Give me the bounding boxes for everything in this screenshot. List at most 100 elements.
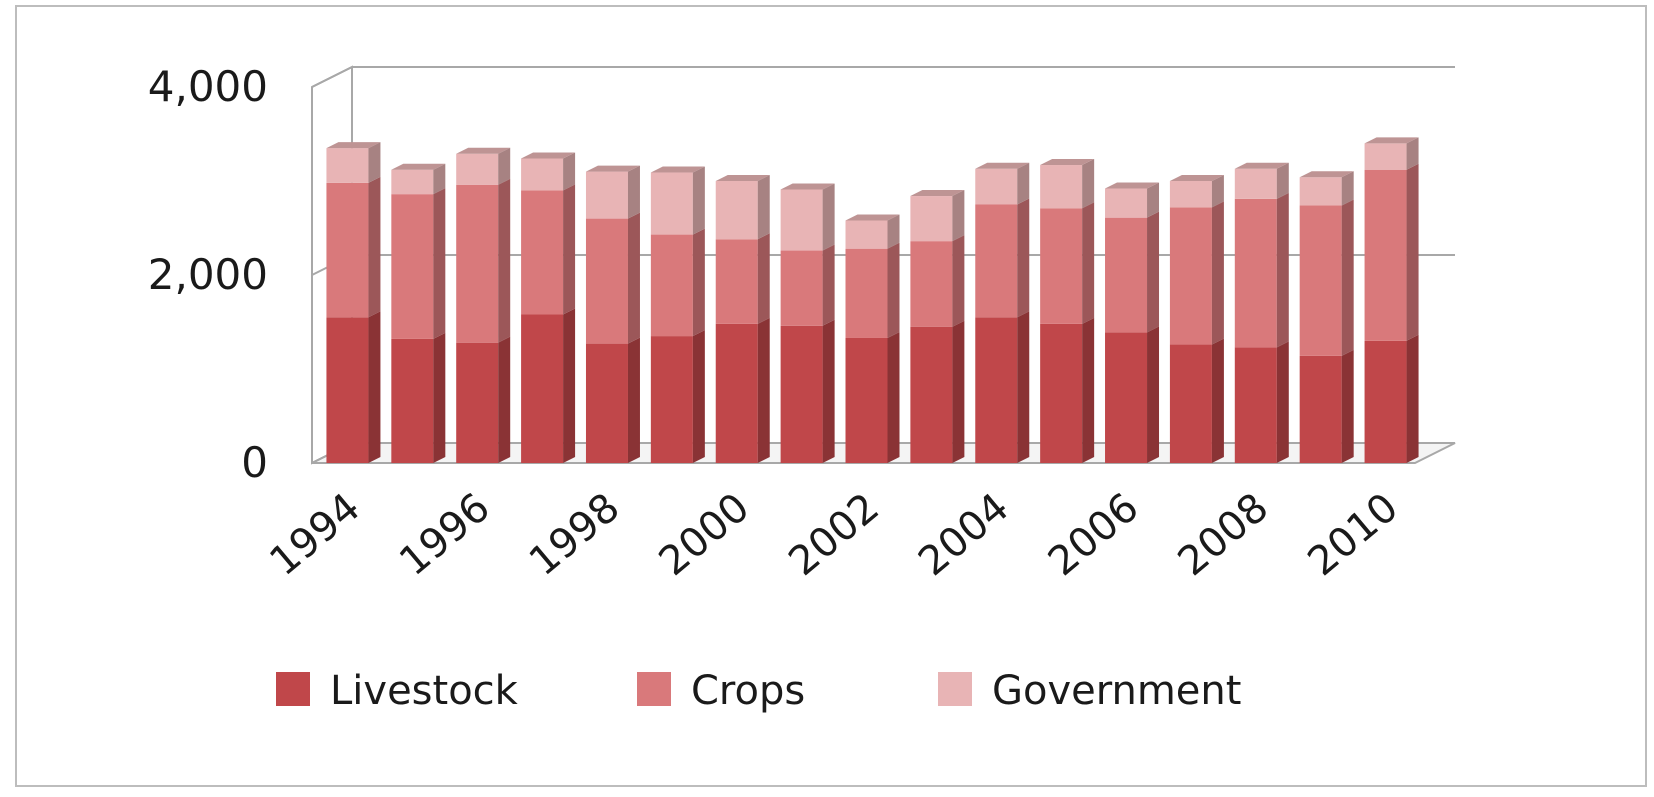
y-axis-ticks: 0 2,000 4,000 bbox=[148, 62, 268, 487]
bar-crops-1997 bbox=[521, 190, 564, 315]
x-tick-label: 2010 bbox=[1299, 484, 1407, 585]
bar-crops-1996-side bbox=[498, 178, 511, 343]
bar-government-1997 bbox=[521, 158, 564, 191]
bar-government-1994-top bbox=[326, 142, 381, 149]
legend-label: Livestock bbox=[330, 668, 519, 714]
bar-government-2001 bbox=[780, 189, 823, 251]
bar-livestock-1996-side bbox=[498, 336, 511, 463]
bar-government-1999 bbox=[650, 172, 693, 235]
bar-government-1995-top bbox=[391, 163, 446, 170]
bar-government-2001-top bbox=[780, 183, 835, 190]
bar-government-1995 bbox=[391, 169, 434, 195]
bar-livestock-2010 bbox=[1364, 340, 1407, 463]
bar-government-2004-top bbox=[975, 162, 1030, 169]
bar-government-2007-side bbox=[1211, 175, 1224, 208]
bar-government-2004 bbox=[975, 168, 1018, 205]
bar-crops-2005-side bbox=[1082, 202, 1095, 324]
bar-livestock-1995-side bbox=[433, 332, 446, 463]
bar-crops-2002 bbox=[845, 248, 888, 338]
bar-crops-2001 bbox=[780, 250, 823, 326]
bar-government-2001-side bbox=[822, 183, 835, 251]
bar-crops-2002-side bbox=[887, 242, 900, 338]
bar-government-1997-top bbox=[521, 152, 576, 159]
bar-crops-1999-side bbox=[692, 228, 705, 337]
bar-livestock-1999 bbox=[650, 336, 693, 463]
bar-stack-2008 bbox=[1234, 162, 1289, 463]
bar-livestock-1998-side bbox=[627, 337, 640, 463]
bar-livestock-1997-side bbox=[563, 308, 576, 463]
bar-government-2002 bbox=[845, 220, 888, 249]
bar-crops-2005 bbox=[1040, 208, 1083, 324]
bar-livestock-1999-side bbox=[692, 330, 705, 463]
y-tick-label: 4,000 bbox=[148, 62, 268, 111]
bar-government-2006 bbox=[1105, 188, 1148, 218]
bar-government-2003-side bbox=[952, 190, 965, 242]
bar-government-2004-side bbox=[1017, 162, 1030, 205]
bar-crops-2008 bbox=[1234, 198, 1277, 348]
bar-livestock-2000 bbox=[715, 323, 758, 463]
bar-livestock-2007 bbox=[1169, 344, 1212, 463]
bar-stack-1995 bbox=[391, 163, 446, 463]
bar-crops-1995-side bbox=[433, 188, 446, 339]
bar-government-2000-top bbox=[715, 175, 770, 181]
legend-item-livestock: Livestock bbox=[276, 668, 519, 714]
bar-stack-2009 bbox=[1299, 171, 1354, 463]
bar-stack-1998 bbox=[585, 165, 640, 463]
bar-government-1999-side bbox=[692, 166, 705, 235]
bar-stack-1994 bbox=[326, 142, 381, 463]
bar-livestock-2005 bbox=[1040, 323, 1083, 463]
x-tick-label: 2004 bbox=[910, 484, 1018, 585]
legend-item-crops: Crops bbox=[637, 668, 805, 714]
bar-government-1999-top bbox=[650, 166, 705, 173]
bar-livestock-2001-side bbox=[822, 319, 835, 463]
bar-crops-1994-side bbox=[368, 176, 381, 318]
bar-government-1998 bbox=[585, 171, 628, 219]
bar-government-2010-side bbox=[1406, 137, 1419, 170]
bar-crops-2009 bbox=[1299, 205, 1342, 356]
bar-crops-1995 bbox=[391, 194, 434, 339]
bar-stack-2004 bbox=[975, 162, 1030, 463]
bar-government-2002-side bbox=[887, 214, 900, 249]
bar-livestock-2003-side bbox=[952, 320, 965, 463]
bar-government-2007-top bbox=[1169, 175, 1224, 181]
bar-government-2000-side bbox=[757, 175, 770, 240]
bar-livestock-2007-side bbox=[1211, 338, 1224, 463]
bar-livestock-1995 bbox=[391, 338, 434, 463]
bar-livestock-2004 bbox=[975, 317, 1018, 463]
bar-crops-1994 bbox=[326, 182, 369, 318]
x-tick-label: 1994 bbox=[261, 484, 369, 585]
bar-crops-2004-side bbox=[1017, 198, 1030, 318]
bar-government-2008 bbox=[1234, 168, 1277, 199]
legend-swatch bbox=[637, 672, 671, 706]
legend-label: Government bbox=[992, 668, 1241, 714]
bar-government-2009-top bbox=[1299, 171, 1354, 178]
bar-stack-2001 bbox=[780, 183, 835, 463]
bar-crops-1998-side bbox=[627, 212, 640, 344]
bar-livestock-2001 bbox=[780, 325, 823, 463]
bar-government-2009 bbox=[1299, 177, 1342, 206]
x-tick-label: 1998 bbox=[521, 484, 629, 585]
bar-crops-2007-side bbox=[1211, 201, 1224, 345]
bar-crops-2000-side bbox=[757, 233, 770, 324]
bar-livestock-2005-side bbox=[1082, 317, 1095, 463]
bar-government-2002-top bbox=[845, 214, 900, 221]
bar-stack-1999 bbox=[650, 166, 705, 463]
bar-government-2010 bbox=[1364, 143, 1407, 170]
bar-livestock-2003 bbox=[910, 326, 953, 463]
bar-crops-1998 bbox=[585, 218, 628, 344]
legend-swatch bbox=[938, 672, 972, 706]
legend-swatch bbox=[276, 672, 310, 706]
bar-livestock-1994 bbox=[326, 317, 369, 463]
bar-livestock-2002-side bbox=[887, 331, 900, 463]
bar-stack-2003 bbox=[910, 190, 965, 463]
gridline-depth bbox=[311, 66, 353, 88]
bar-livestock-1994-side bbox=[368, 311, 381, 463]
bar-government-1996-top bbox=[456, 147, 511, 154]
bar-stack-1997 bbox=[521, 152, 576, 463]
bar-crops-2006-side bbox=[1147, 211, 1160, 333]
x-axis-ticks: 1994 1996 1998 2000 2002 2004 2006 2008 2010 bbox=[261, 484, 1407, 585]
x-tick-label: 2002 bbox=[780, 484, 888, 585]
bar-livestock-2009-side bbox=[1341, 349, 1354, 463]
bar-stack-2002 bbox=[845, 214, 900, 463]
